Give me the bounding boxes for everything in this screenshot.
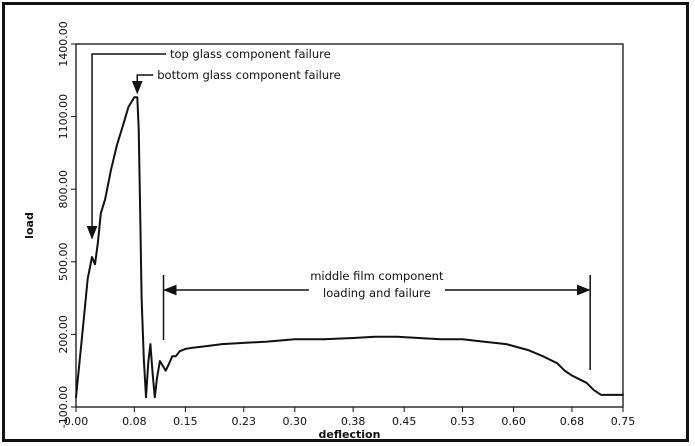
x-tick-label: 0.45 <box>392 415 417 428</box>
plot-area <box>75 43 624 408</box>
y-tick-label: 1400.00 <box>57 21 70 67</box>
x-tick-label: 0.53 <box>450 415 475 428</box>
x-tick-label: 0.30 <box>283 415 308 428</box>
x-tick-label: 0.60 <box>501 415 526 428</box>
y-axis-label: load <box>23 212 36 239</box>
x-tick-label: 0.68 <box>560 415 585 428</box>
annotations-layer: top glass component failure bottom glass … <box>86 47 591 370</box>
x-tick-label: 0.23 <box>231 415 256 428</box>
y-tick-label: 800.00 <box>57 170 70 209</box>
y-tick-label: 500.00 <box>57 243 70 282</box>
y-tick-label: 200.00 <box>57 315 70 354</box>
annotation-middle-film-line-2: loading and failure <box>323 286 431 300</box>
series-line-1 <box>75 96 624 399</box>
y-tick-label: 1100.00 <box>57 94 70 140</box>
annotation-bottom-glass: bottom glass component failure <box>157 68 340 82</box>
x-tick-label: 0.75 <box>611 415 636 428</box>
chart-frame: 0.00 0.08 0.15 0.23 0.30 0.38 0.45 0.53 0.60 0.68… <box>2 2 689 442</box>
x-tick-label: 0.15 <box>173 415 198 428</box>
annotation-middle-film-line-1: middle film component <box>310 269 444 283</box>
annotation-top-glass: top glass component failure <box>170 47 331 61</box>
x-tick-label: 0.00 <box>64 415 89 428</box>
plot-border <box>75 43 624 408</box>
annotation-arrow-bottom-glass <box>131 74 154 95</box>
x-axis-ticks: 0.00 0.08 0.15 0.23 0.30 0.38 0.45 0.53 0.60 0.68… <box>64 407 636 428</box>
x-axis-label: deflection <box>319 428 381 441</box>
x-tick-label: 0.08 <box>122 415 147 428</box>
load-deflection-chart: 0.00 0.08 0.15 0.23 0.30 0.38 0.45 0.53 0.60 0.68… <box>23 21 636 441</box>
y-axis-ticks: -100.00 200.00 500.00 800.00 1100.00 1400.00 <box>57 21 76 428</box>
series-layer <box>75 96 624 399</box>
y-tick-label: -100.00 <box>57 386 70 428</box>
x-tick-label: 0.38 <box>341 415 366 428</box>
annotation-arrow-top-glass <box>86 53 166 240</box>
